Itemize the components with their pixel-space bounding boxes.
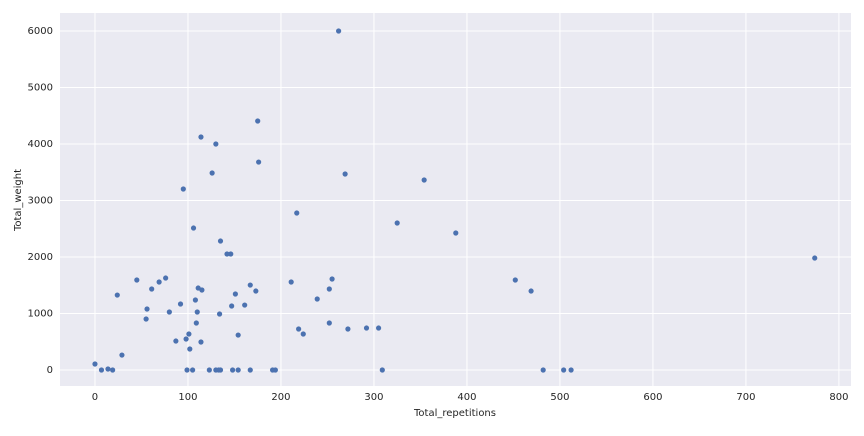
point xyxy=(156,279,162,285)
x-tick-label: 800 xyxy=(829,392,848,403)
y-tick-label: 0 xyxy=(47,365,53,376)
point xyxy=(98,367,105,373)
point xyxy=(217,367,224,373)
point xyxy=(166,309,172,315)
point xyxy=(540,367,546,373)
point xyxy=(326,286,332,292)
point xyxy=(217,238,224,244)
point xyxy=(228,251,234,257)
point xyxy=(177,301,184,307)
y-tick-label: 6000 xyxy=(28,26,53,37)
point xyxy=(183,336,189,342)
point xyxy=(105,366,111,372)
point xyxy=(232,291,238,297)
point xyxy=(326,320,332,326)
y-tick-label: 1000 xyxy=(28,309,53,320)
point xyxy=(342,171,348,177)
x-tick-label: 600 xyxy=(643,392,662,403)
point xyxy=(242,302,248,308)
point xyxy=(193,320,199,326)
x-tick-label: 400 xyxy=(457,392,476,403)
point xyxy=(235,367,241,373)
point xyxy=(363,325,370,331)
x-tick-label: 0 xyxy=(92,392,98,403)
point xyxy=(294,210,300,216)
point xyxy=(110,367,116,373)
point xyxy=(568,367,574,373)
point xyxy=(336,28,342,34)
point xyxy=(329,276,335,282)
x-tick-label: 700 xyxy=(736,392,755,403)
point xyxy=(198,134,204,140)
point xyxy=(198,339,204,345)
point xyxy=(394,220,400,226)
point xyxy=(173,338,179,344)
point xyxy=(149,286,155,292)
point xyxy=(421,177,427,183)
point xyxy=(192,297,198,303)
point xyxy=(119,352,125,358)
y-tick-label: 5000 xyxy=(28,83,53,94)
point xyxy=(194,309,200,315)
x-tick-label: 500 xyxy=(550,392,569,403)
point xyxy=(229,303,235,309)
point xyxy=(235,332,241,338)
point xyxy=(209,170,215,176)
x-tick-label: 200 xyxy=(271,392,290,403)
point xyxy=(134,277,140,283)
y-axis-label: Total_weight xyxy=(13,169,24,232)
point xyxy=(114,292,120,298)
point xyxy=(190,367,196,373)
x-tick-label: 300 xyxy=(364,392,383,403)
point xyxy=(143,316,149,322)
x-axis-label: Total_repetitions xyxy=(413,408,496,419)
point xyxy=(288,279,294,285)
point xyxy=(229,367,236,373)
point xyxy=(253,288,259,294)
point xyxy=(345,326,351,332)
plot-area xyxy=(60,13,851,386)
point xyxy=(247,367,253,373)
point xyxy=(206,367,212,373)
point xyxy=(224,251,230,257)
point xyxy=(314,296,320,302)
point xyxy=(213,141,219,147)
point xyxy=(379,367,385,373)
point xyxy=(199,287,205,293)
point xyxy=(512,277,518,283)
point xyxy=(375,325,382,331)
point xyxy=(187,346,193,352)
point xyxy=(190,225,197,231)
y-tick-label: 4000 xyxy=(28,139,53,150)
point xyxy=(453,230,459,236)
point xyxy=(186,331,192,337)
y-tick-label: 3000 xyxy=(28,196,53,207)
point xyxy=(256,159,262,165)
point xyxy=(272,367,278,373)
point xyxy=(247,282,253,288)
point xyxy=(144,306,150,312)
point xyxy=(812,255,818,261)
point xyxy=(184,367,190,373)
point xyxy=(216,311,223,317)
point xyxy=(255,118,261,124)
point xyxy=(528,288,534,294)
point xyxy=(92,361,98,367)
x-tick-label: 100 xyxy=(178,392,197,403)
point xyxy=(296,326,302,332)
y-tick-label: 2000 xyxy=(28,252,53,263)
point xyxy=(180,186,186,192)
point xyxy=(163,275,169,281)
point xyxy=(561,367,567,373)
point xyxy=(300,331,306,337)
